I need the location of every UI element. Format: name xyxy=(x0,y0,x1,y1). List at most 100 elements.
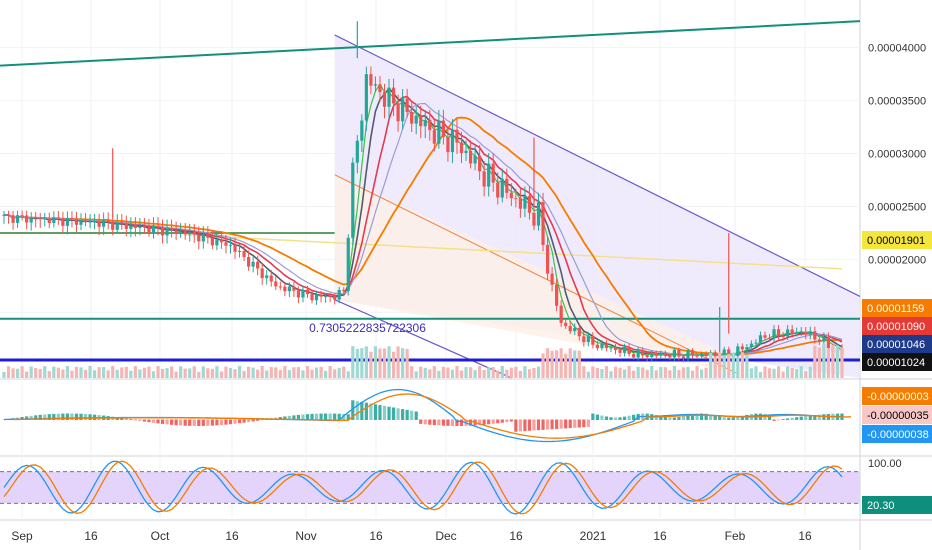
candle-body xyxy=(826,336,831,348)
volume-bar xyxy=(736,357,740,378)
volume-bar xyxy=(749,368,754,378)
candle-body xyxy=(618,350,622,353)
macd-histogram-bar xyxy=(260,419,264,421)
macd-histogram-bar xyxy=(808,415,812,420)
macd-histogram-bar xyxy=(622,416,627,420)
macd-histogram-bar xyxy=(192,419,196,426)
candle-body xyxy=(342,289,346,291)
candle-body xyxy=(92,221,97,223)
volume-bar xyxy=(310,369,314,378)
macd-histogram-bar xyxy=(405,409,409,420)
macd-histogram-bar xyxy=(704,413,708,420)
macd-histogram-bar xyxy=(287,415,291,420)
volume-bar xyxy=(799,366,803,378)
ma-orange-line xyxy=(3,116,843,356)
candle-body xyxy=(151,225,156,234)
candle-body xyxy=(668,355,672,358)
candle-body xyxy=(11,215,15,223)
x-axis: Sep 16 Oct 16 Nov 16 Dec 16 2021 16 Feb 16 xyxy=(11,529,812,543)
candle-body xyxy=(464,150,468,154)
candle-body xyxy=(405,98,409,112)
volume-bar xyxy=(34,367,38,378)
volume-bar xyxy=(206,368,210,378)
volume-bar xyxy=(622,369,627,378)
candle-body xyxy=(536,202,541,226)
macd-histogram-bar xyxy=(482,419,486,425)
macd-histogram-bar xyxy=(455,419,459,426)
volume-bar xyxy=(822,344,826,378)
volume-bar xyxy=(287,370,291,378)
macd-histogram-bar xyxy=(364,402,368,420)
candle-body xyxy=(659,352,663,356)
candle-body xyxy=(808,331,812,335)
candle-body xyxy=(70,217,74,219)
candle-body xyxy=(690,350,695,356)
macd-histogram-bar xyxy=(672,417,676,420)
fib-annotation: 0.7305222835722306 xyxy=(309,321,426,335)
macd-histogram-bar xyxy=(88,414,92,420)
volume-bar xyxy=(151,371,156,378)
candle-body xyxy=(301,289,305,298)
candle-body xyxy=(287,286,291,292)
macd-histogram-bar xyxy=(776,419,781,421)
candle-body xyxy=(754,342,758,344)
candle-body xyxy=(813,331,817,340)
volume-bar xyxy=(147,366,151,378)
candle-body xyxy=(786,329,790,337)
x-tick-label: 16 xyxy=(653,529,667,543)
macd-histogram-bar xyxy=(772,419,776,421)
candle-body xyxy=(401,98,405,122)
macd-histogram-bar xyxy=(600,415,604,420)
candle-body xyxy=(251,261,255,267)
volume-bar xyxy=(124,366,128,378)
volume-bar xyxy=(337,367,341,378)
macd-histogram-bar xyxy=(310,413,314,420)
candle-body xyxy=(242,250,246,258)
candle-body xyxy=(509,192,513,199)
candle-body xyxy=(482,171,486,187)
candle-body xyxy=(156,225,160,229)
macd-histogram-bar xyxy=(179,419,183,426)
y-axis: 0.00004000 0.00003500 0.00003000 0.00002500… xyxy=(868,43,926,470)
macd-histogram-bar xyxy=(518,419,522,432)
candle-body xyxy=(124,223,128,229)
macd-histogram-bar xyxy=(142,419,147,422)
candle-body xyxy=(622,346,627,353)
volume-bar xyxy=(391,351,396,378)
macd-histogram-bar xyxy=(618,417,622,420)
volume-bar xyxy=(550,350,554,378)
macd-histogram-bar xyxy=(34,415,38,420)
volume-bar xyxy=(636,366,640,378)
volume-bar xyxy=(772,368,776,378)
macd-histogram-bar xyxy=(441,419,445,426)
volume-bar xyxy=(641,367,645,378)
volume-bar xyxy=(201,366,205,378)
macd-histogram-bar xyxy=(242,419,246,423)
candle-body xyxy=(115,222,119,230)
macd-histogram-bar xyxy=(346,414,350,420)
price-panel[interactable]: 0.7305222835722306 xyxy=(0,20,861,379)
candle-body xyxy=(396,103,400,122)
volume-bar xyxy=(650,366,654,378)
macd-panel[interactable] xyxy=(2,388,852,443)
candle-body xyxy=(450,129,455,153)
candle-body xyxy=(613,347,618,351)
y-tick-label: 0.00002500 xyxy=(868,201,926,213)
macd-histogram-bar xyxy=(727,417,731,420)
volume-bar xyxy=(269,366,273,378)
volume-bar xyxy=(11,368,15,378)
volume-bar xyxy=(767,368,772,378)
macd-histogram-bar xyxy=(564,419,568,429)
volume-bar xyxy=(808,366,812,378)
macd-histogram-bar xyxy=(396,408,400,420)
candle-body xyxy=(160,228,165,236)
candle-body xyxy=(364,74,368,121)
volume-bar xyxy=(328,366,332,378)
volume-bar xyxy=(545,348,550,378)
volume-bar xyxy=(79,367,83,378)
macd-histogram-bar xyxy=(324,413,328,420)
stoch-rsi-panel[interactable] xyxy=(0,460,860,515)
macd-histogram-bar xyxy=(219,419,224,426)
volume-bar xyxy=(727,353,731,378)
